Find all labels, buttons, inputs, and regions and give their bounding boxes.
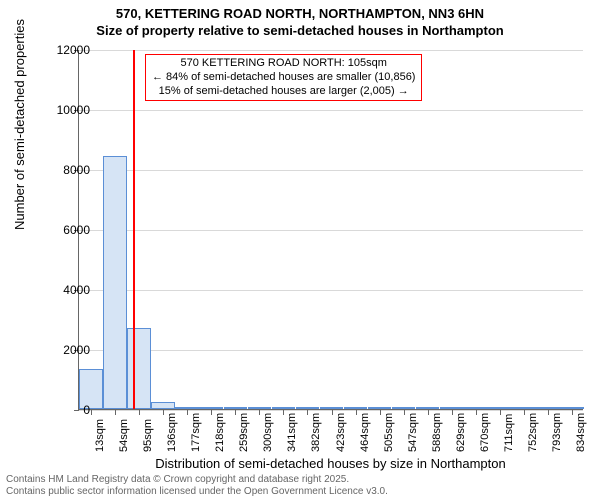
x-tick-mark [307,410,308,415]
x-tick-mark [91,410,92,415]
x-tick-label: 54sqm [118,419,130,452]
x-tick-label: 629sqm [455,413,467,452]
x-tick-label: 341sqm [286,413,298,452]
histogram-bar [512,407,536,409]
x-tick-label: 423sqm [335,413,347,452]
property-size-marker [133,50,135,409]
histogram-bar [560,407,584,409]
x-tick-label: 834sqm [575,413,587,452]
x-tick-mark [115,410,116,415]
x-tick-mark [163,410,164,415]
x-tick-mark [500,410,501,415]
page-title-line1: 570, KETTERING ROAD NORTH, NORTHAMPTON, … [0,6,600,23]
x-tick-label: 382sqm [310,413,322,452]
x-tick-mark [283,410,284,415]
histogram-bar [320,407,344,409]
histogram-bar [464,407,488,409]
gridline [79,230,583,231]
y-tick-label: 4000 [40,283,90,297]
x-tick-label: 13sqm [94,419,106,452]
gridline [79,50,583,51]
x-tick-mark [428,410,429,415]
x-tick-mark [476,410,477,415]
attribution-footer: Contains HM Land Registry data © Crown c… [6,474,388,498]
histogram-bar [296,407,320,409]
gridline [79,290,583,291]
x-tick-label: 670sqm [479,413,491,452]
histogram-bar [175,407,199,409]
histogram-bar [536,407,560,409]
annotation-line: 570 KETTERING ROAD NORTH: 105sqm [152,57,416,71]
x-axis-label: Distribution of semi-detached houses by … [78,456,583,471]
x-tick-label: 300sqm [262,413,274,452]
x-tick-label: 711sqm [503,414,515,452]
y-tick-label: 6000 [40,223,90,237]
x-tick-label: 505sqm [383,413,395,452]
x-tick-label: 136sqm [166,413,178,452]
gridline [79,170,583,171]
histogram-bar [224,407,248,409]
x-tick-mark [139,410,140,415]
gridline [79,350,583,351]
histogram-plot: 570 KETTERING ROAD NORTH: 105sqm← 84% of… [78,50,583,410]
histogram-bar [103,156,127,410]
x-tick-label: 95sqm [142,419,154,452]
page-title-line2: Size of property relative to semi-detach… [0,23,600,40]
y-tick-label: 2000 [40,343,90,357]
y-tick-label: 12000 [40,43,90,57]
x-tick-label: 588sqm [431,413,443,452]
y-tick-label: 10000 [40,103,90,117]
x-tick-label: 218sqm [214,413,226,452]
histogram-bar [488,407,512,409]
x-tick-mark [187,410,188,415]
histogram-bar [272,407,296,409]
histogram-bar [151,402,175,410]
x-tick-label: 177sqm [190,413,202,452]
x-tick-mark [259,410,260,415]
histogram-bar [127,328,151,409]
x-tick-mark [332,410,333,415]
x-tick-mark [380,410,381,415]
x-tick-label: 752sqm [527,413,539,452]
footer-line1: Contains HM Land Registry data © Crown c… [6,474,388,486]
histogram-bar [248,407,272,409]
histogram-bar [440,407,464,409]
annotation-line: ← 84% of semi-detached houses are smalle… [152,71,416,85]
x-tick-mark [548,410,549,415]
gridline [79,110,583,111]
x-tick-mark [524,410,525,415]
x-tick-mark [211,410,212,415]
annotation-box: 570 KETTERING ROAD NORTH: 105sqm← 84% of… [145,54,423,101]
y-tick-label: 8000 [40,163,90,177]
x-tick-label: 547sqm [407,413,419,452]
x-tick-label: 793sqm [551,413,563,452]
x-tick-mark [572,410,573,415]
histogram-bar [392,407,416,409]
x-tick-mark [452,410,453,415]
histogram-bar [416,407,440,409]
x-tick-mark [356,410,357,415]
x-tick-label: 259sqm [238,413,250,452]
histogram-bar [199,407,223,409]
x-tick-mark [235,410,236,415]
x-tick-mark [404,410,405,415]
footer-line2: Contains public sector information licen… [6,486,388,498]
y-tick-label: 0 [40,403,90,417]
histogram-bar [368,407,392,409]
histogram-bar [344,407,368,409]
y-axis-label: Number of semi-detached properties [12,19,27,230]
x-tick-label: 464sqm [359,413,371,452]
annotation-line: 15% of semi-detached houses are larger (… [152,85,416,99]
